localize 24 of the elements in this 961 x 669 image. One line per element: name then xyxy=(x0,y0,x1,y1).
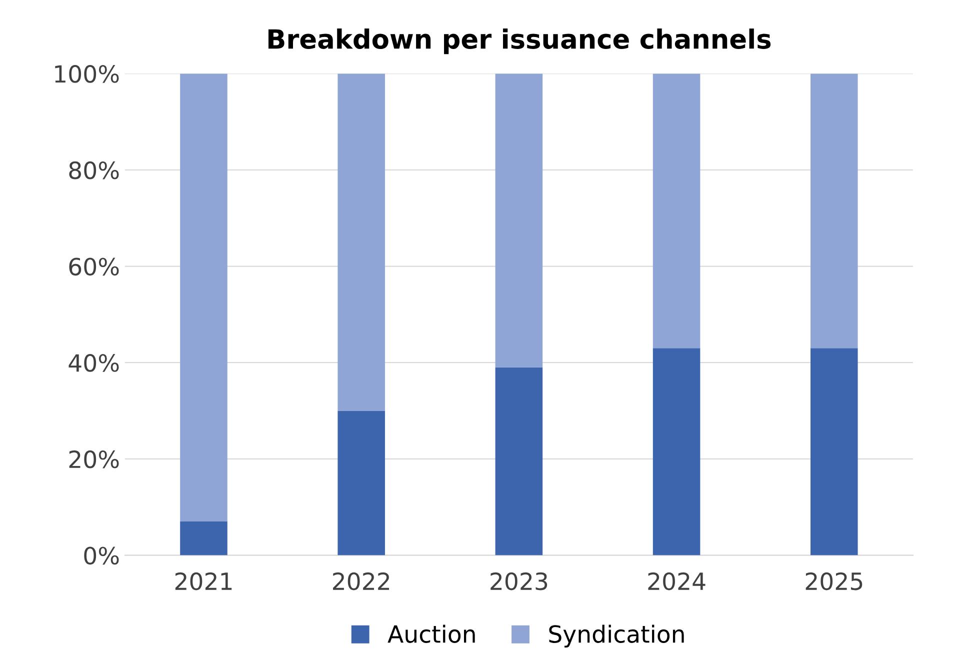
y-tick-label: 100% xyxy=(55,65,119,83)
y-tick-label: 80% xyxy=(69,161,119,180)
y-tick-label: 0% xyxy=(84,546,119,565)
bar xyxy=(338,410,385,556)
bar xyxy=(652,74,700,348)
bar xyxy=(180,522,228,556)
bar xyxy=(652,348,700,556)
x-tick-label: 2022 xyxy=(333,572,390,590)
x-tick-label: 2025 xyxy=(806,572,862,590)
bar xyxy=(495,367,543,556)
bar xyxy=(810,74,858,348)
y-tick-label: 20% xyxy=(69,450,119,468)
legend-label: Syndication xyxy=(549,624,684,648)
chart-title: Breakdown per issuance channels xyxy=(268,28,771,54)
y-tick-label: 60% xyxy=(69,258,119,276)
x-tick-label: 2023 xyxy=(490,572,548,590)
bar xyxy=(180,74,228,522)
bar xyxy=(338,74,385,411)
bar xyxy=(810,348,858,556)
x-tick-label: 2024 xyxy=(648,572,706,590)
y-tick-label: 40% xyxy=(68,354,119,372)
legend-label: Auction xyxy=(388,624,475,643)
bar xyxy=(495,74,543,368)
x-tick-label: 2021 xyxy=(175,572,232,590)
